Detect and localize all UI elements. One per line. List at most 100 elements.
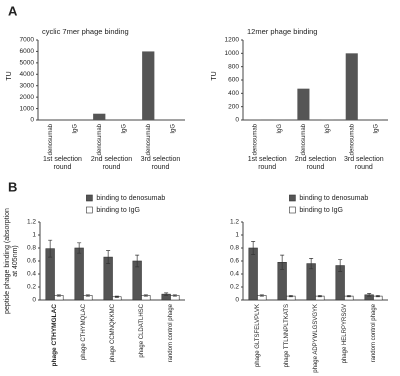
error-bar [172,294,177,297]
group-label: 3rd selection round [140,156,181,171]
chart-title: 12mer phage binding [247,27,317,36]
group-label: 2nd selection round [90,156,133,171]
x-tick-label: denosumab [48,123,54,155]
error-bar [288,295,293,298]
error-bar [317,295,322,298]
bar [74,247,84,301]
y-tick-label: 0 [32,297,36,304]
x-tick-label: phage TTLNNPLTKATS [284,304,290,367]
x-tick-label: phage CTHYMGLAC [51,304,58,367]
legend-swatch [86,194,93,202]
error-bar [367,293,372,297]
x-tick-label: IgG [170,124,176,134]
group-label: 3rd selection round [343,156,384,171]
y-tick-label: 400 [228,90,239,97]
x-tick-label: phage CCMNQKKMC [110,303,116,362]
error-bar [85,294,90,297]
legend-label: binding to denosumab [96,195,165,202]
legend-label: binding to denosumab [299,195,368,202]
x-tick-label: random control phage [168,303,174,362]
error-bar [143,294,148,297]
y-tick-label: 1.2 [27,219,36,226]
y-axis-label: peptide phage binding (absorption at 405… [4,208,19,314]
x-tick-label: IgG [72,124,78,134]
chart-title: cyclic 7mer phage binding [42,27,129,36]
x-tick-label: denosumab [97,123,103,155]
legend-swatch [289,206,296,214]
y-tick-label: 3000 [20,82,35,89]
error-bar [135,254,140,268]
y-tick-label: 1 [235,232,239,239]
error-bar [346,295,351,298]
y-tick-label: 1200 [225,37,240,44]
legend-swatch [86,206,93,214]
error-bar [114,295,119,298]
error-bar [251,241,256,255]
x-tick-label: random control phage [371,303,377,362]
y-axis-label: TU [211,71,218,81]
y-axis-label: TU [6,71,13,81]
group-label: 1st selection round [247,156,287,171]
panel-label: B [8,179,17,194]
bar [248,247,258,301]
x-tick-label: denosumab [146,123,152,155]
y-tick-label: 0.8 [230,245,239,252]
x-tick-label: phage GLTSFELVPLVK [255,304,261,367]
group-label: 2nd selection round [294,156,337,171]
error-bar [375,295,380,298]
bar [345,53,358,121]
y-tick-label: 2000 [20,94,35,101]
error-bar [106,250,111,264]
legend-swatch [289,194,296,202]
y-tick-label: 200 [228,103,239,110]
y-tick-label: 0.6 [27,258,36,265]
y-tick-label: 0.4 [230,271,239,278]
x-tick-label: denosumab [349,123,355,155]
y-tick-label: 4000 [20,71,35,78]
y-tick-label: 6000 [20,48,35,55]
x-tick-label: denosumab [253,123,259,155]
panel-label: A [8,3,18,18]
error-bar [280,254,285,270]
error-bar [338,259,343,272]
y-tick-label: 800 [228,63,239,70]
x-tick-label: denosumab [301,123,307,155]
y-tick-label: 1000 [20,105,35,112]
legend-label: binding to IgG [96,207,140,214]
y-tick-label: 0 [30,117,34,124]
y-tick-label: 0.2 [230,284,239,291]
y-tick-label: 7000 [20,37,35,44]
group-label: 1st selection round [43,156,82,171]
y-tick-label: 0.4 [27,271,36,278]
error-bar [56,294,61,297]
x-tick-label: phage CLDATLHSC [139,303,145,357]
x-tick-label: phage HELRPYRSGV [342,304,348,363]
y-tick-label: 0.8 [27,245,36,252]
error-bar [309,258,314,270]
x-tick-label: phage CTHYMQLAC [81,303,87,360]
x-tick-label: IgG [373,124,379,134]
bar [142,51,155,120]
y-tick-label: 0.2 [27,284,36,291]
y-tick-label: 0 [235,117,239,124]
y-tick-label: 0 [235,297,239,304]
error-bar [164,292,169,296]
error-bar [259,294,264,297]
y-tick-label: 0.6 [230,258,239,265]
x-tick-label: IgG [325,124,331,134]
bar [93,113,106,120]
y-tick-label: 600 [228,77,239,84]
bar [297,88,310,120]
y-tick-label: 1.2 [230,219,239,226]
x-tick-label: IgG [277,124,283,134]
y-tick-label: 1 [32,232,36,239]
y-tick-label: 1000 [225,50,240,57]
y-tick-label: 5000 [20,60,35,67]
error-bar [48,239,53,258]
legend-label: binding to IgG [299,207,343,214]
x-tick-label: IgG [121,124,127,134]
x-tick-label: phage ADPYWLGSVGYK [313,304,319,373]
error-bar [77,242,82,254]
